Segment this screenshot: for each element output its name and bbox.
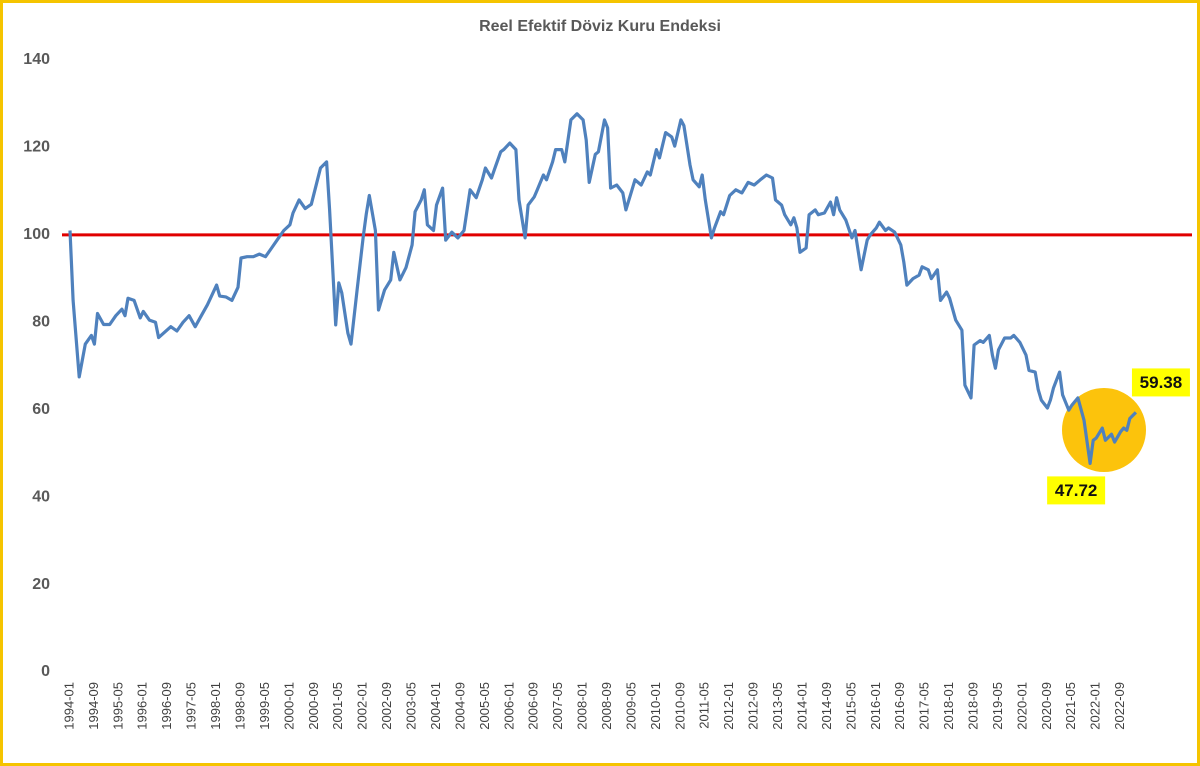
value-label-box	[1047, 476, 1106, 505]
x-tick-label: 2004-01	[428, 682, 443, 730]
x-tick-label: 2002-09	[379, 682, 394, 730]
x-tick-label: 2020-01	[1014, 682, 1029, 730]
x-tick-label: 2008-09	[599, 682, 614, 730]
value-label-box	[1131, 368, 1190, 397]
x-tick-label: 2009-05	[623, 682, 638, 730]
x-tick-label: 2015-05	[843, 682, 858, 730]
x-tick-label: 2021-05	[1063, 682, 1078, 730]
x-tick-label: 2011-05	[697, 682, 712, 729]
x-tick-label: 2010-09	[672, 682, 687, 730]
x-tick-label: 2022-09	[1112, 682, 1127, 730]
y-tick-label: 0	[41, 663, 50, 680]
value-label: 59.38	[1140, 373, 1183, 392]
x-tick-label: 2022-01	[1088, 682, 1103, 730]
x-tick-label: 1994-09	[86, 682, 101, 730]
y-tick-label: 140	[23, 51, 50, 68]
y-tick-label: 120	[23, 139, 50, 156]
x-tick-label: 2000-01	[281, 682, 296, 730]
x-tick-label: 1998-09	[232, 682, 247, 730]
x-tick-label: 2013-05	[770, 682, 785, 730]
x-tick-label: 1996-01	[135, 682, 150, 730]
x-tick-label: 2001-05	[330, 682, 345, 730]
y-tick-label: 60	[32, 401, 50, 418]
x-tick-label: 2005-05	[477, 682, 492, 730]
x-tick-label: 2014-01	[794, 682, 809, 730]
x-tick-label: 2007-05	[550, 682, 565, 730]
x-tick-label: 1996-09	[159, 682, 174, 730]
x-tick-label: 2018-01	[941, 682, 956, 730]
x-tick-label: 1999-05	[257, 682, 272, 730]
x-tick-label: 2016-01	[868, 682, 883, 730]
x-tick-label: 1995-05	[110, 682, 125, 730]
x-tick-label: 2000-09	[306, 682, 321, 730]
x-tick-label: 1998-01	[208, 682, 223, 730]
data-line	[68, 112, 1138, 465]
x-tick-label: 2008-01	[575, 682, 590, 730]
x-tick-label: 2019-05	[990, 682, 1005, 730]
x-tick-label: 2014-09	[819, 682, 834, 730]
chart-title: Reel Efektif Döviz Kuru Endeksi	[479, 18, 721, 35]
x-tick-label: 2017-05	[917, 682, 932, 730]
x-tick-label: 2003-05	[404, 682, 419, 730]
y-tick-label: 40	[32, 488, 50, 505]
x-tick-label: 2006-01	[501, 682, 516, 730]
x-tick-label: 2010-01	[648, 682, 663, 730]
y-tick-label: 20	[32, 576, 50, 593]
y-tick-label: 80	[32, 314, 50, 331]
x-tick-label: 2020-09	[1039, 682, 1054, 730]
x-tick-label: 1994-01	[61, 682, 76, 730]
value-label: 47.72	[1055, 481, 1098, 500]
x-tick-label: 2006-09	[526, 682, 541, 730]
x-tick-label: 2002-01	[355, 682, 370, 730]
x-tick-label: 2012-01	[721, 682, 736, 730]
x-tick-label: 2018-09	[966, 682, 981, 730]
x-tick-label: 2016-09	[892, 682, 907, 730]
x-tick-label: 2004-09	[452, 682, 467, 730]
x-tick-label: 2012-09	[746, 682, 761, 730]
x-tick-label: 1997-05	[184, 682, 199, 730]
y-tick-label: 100	[23, 226, 50, 243]
